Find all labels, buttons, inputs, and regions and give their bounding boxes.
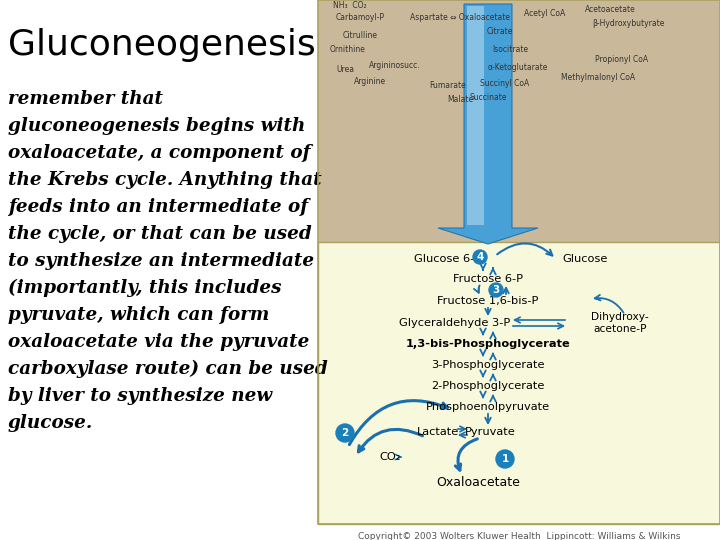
Text: glucose.: glucose. [8,414,94,432]
Text: feeds into an intermediate of: feeds into an intermediate of [8,198,308,216]
Text: Fructose 1,6-bis-P: Fructose 1,6-bis-P [437,296,539,306]
Text: 2: 2 [341,428,348,438]
Circle shape [336,424,354,442]
Text: Urea: Urea [336,65,354,75]
Text: Pyruvate: Pyruvate [464,427,516,437]
Text: Acetoacetate: Acetoacetate [585,5,635,15]
Circle shape [496,450,514,468]
Text: 1,3-bis-Phosphoglycerate: 1,3-bis-Phosphoglycerate [405,339,570,349]
Text: Isocitrate: Isocitrate [492,45,528,55]
Text: CO₂: CO₂ [379,452,401,462]
Polygon shape [438,4,538,244]
Text: 3-Phosphoglycerate: 3-Phosphoglycerate [431,360,545,370]
Text: oxaloacetate, a component of: oxaloacetate, a component of [8,144,310,162]
Text: Citrate: Citrate [487,28,513,37]
Text: Malate: Malate [447,96,473,105]
Text: Dihydroxy-
acetone-P: Dihydroxy- acetone-P [591,312,649,334]
Text: 2-Phosphoglycerate: 2-Phosphoglycerate [431,381,545,391]
Text: Glyceraldehyde 3-P: Glyceraldehyde 3-P [400,318,510,328]
Text: 4: 4 [477,252,484,262]
Text: carboxylase route) can be used: carboxylase route) can be used [8,360,328,378]
Text: Fumarate: Fumarate [430,80,467,90]
Text: α-Ketoglutarate: α-Ketoglutarate [488,64,548,72]
Text: Oxaloacetate: Oxaloacetate [436,476,520,489]
Circle shape [473,250,487,264]
Text: Ornithine: Ornithine [330,45,366,55]
Text: the cycle, or that can be used: the cycle, or that can be used [8,225,312,243]
Text: Carbamoyl-P: Carbamoyl-P [336,14,384,23]
Bar [318,0,720,524]
Text: 3: 3 [492,285,500,295]
Text: Fructose 6-P: Fructose 6-P [453,274,523,284]
Text: Aspartate ⇔ Oxaloacetate: Aspartate ⇔ Oxaloacetate [410,14,510,23]
Text: to synthesize an intermediate: to synthesize an intermediate [8,252,314,270]
Text: Citrulline: Citrulline [343,30,377,39]
Text: Arginine: Arginine [354,78,386,86]
Text: β-Hydroxybutyrate: β-Hydroxybutyrate [592,18,664,28]
Text: Glucose 6-P: Glucose 6-P [415,254,482,264]
Text: Succinate: Succinate [469,92,507,102]
Text: Copyright© 2003 Wolters Kluwer Health  Lippincott: Williams & Wilkins: Copyright© 2003 Wolters Kluwer Health Li… [358,532,680,540]
Text: Lactate: Lactate [417,427,459,437]
Text: Argininosucc.: Argininosucc. [369,60,420,70]
Text: NH₃  CO₂: NH₃ CO₂ [333,1,366,10]
Circle shape [489,283,503,297]
Text: oxaloacetate via the pyruvate: oxaloacetate via the pyruvate [8,333,310,351]
Text: Acetyl CoA: Acetyl CoA [524,9,566,17]
Text: Phosphoenolpyruvate: Phosphoenolpyruvate [426,402,550,412]
Text: Propionyl CoA: Propionyl CoA [595,56,649,64]
Text: (importantly, this includes: (importantly, this includes [8,279,282,297]
Text: Succinyl CoA: Succinyl CoA [480,78,530,87]
Bar [318,0,720,242]
Bar [318,242,720,524]
Text: gluconeogenesis begins with: gluconeogenesis begins with [8,117,305,135]
Text: by liver to synthesize new: by liver to synthesize new [8,387,272,405]
Text: Gluconeogenesis: Gluconeogenesis [8,28,316,62]
Text: pyruvate, which can form: pyruvate, which can form [8,306,269,324]
Text: remember that: remember that [8,90,163,108]
Text: 1: 1 [501,454,508,464]
Text: the Krebs cycle. Anything that: the Krebs cycle. Anything that [8,171,322,189]
Polygon shape [467,6,484,225]
Text: Methylmalonyl CoA: Methylmalonyl CoA [561,73,635,83]
Text: Glucose: Glucose [562,254,608,264]
